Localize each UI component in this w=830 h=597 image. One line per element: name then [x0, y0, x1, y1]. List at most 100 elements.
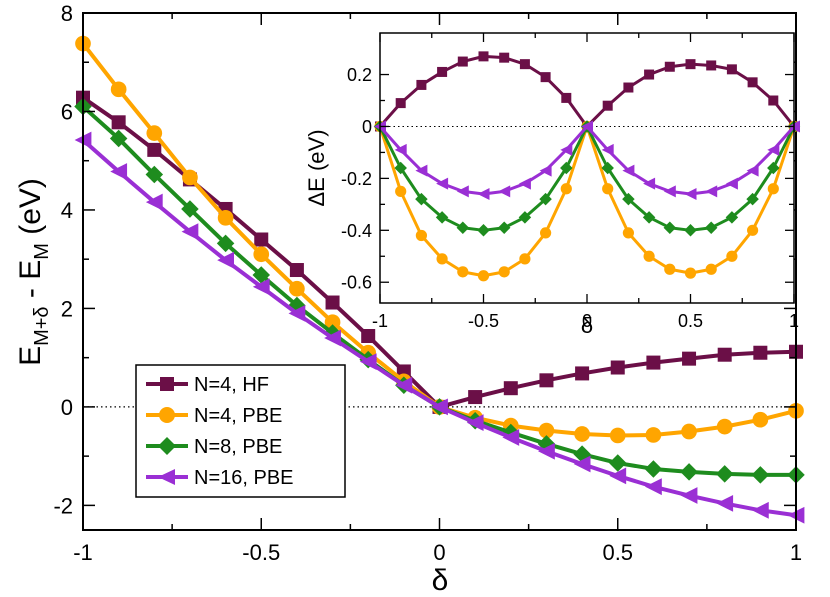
inset-point-n-4-hf [416, 79, 427, 90]
main-point-n-16-pbe [751, 501, 769, 519]
inset-point-n-16-pbe [436, 177, 449, 190]
main-point-n-8-pbe [715, 465, 734, 483]
inset-point-n-4-pbe [726, 250, 738, 262]
inset-point-n-4-hf [726, 64, 737, 75]
main-x-tick-label: 0.5 [602, 540, 633, 565]
main-y-tick-label: 2 [61, 296, 73, 321]
main-point-n-8-pbe [216, 234, 235, 253]
inset-point-n-16-pbe [705, 185, 718, 198]
inset-point-n-4-hf [561, 92, 572, 103]
inset-point-n-4-pbe [643, 250, 655, 262]
main-point-n-16-pbe [431, 398, 448, 416]
inset-point-n-4-hf [768, 95, 779, 106]
inset-point-n-4-pbe [767, 183, 779, 195]
main-point-n-4-hf [575, 366, 590, 381]
inset-point-n-8-pbe [518, 211, 532, 224]
inset-point-n-16-pbe [643, 177, 656, 190]
inset-point-n-4-pbe [436, 253, 448, 265]
main-y-axis-label: EM+δ - EM (eV) [14, 178, 53, 366]
inset-point-n-4-hf [685, 59, 696, 70]
main-point-n-4-hf [646, 355, 661, 370]
inset-x-tick-label: -0.5 [468, 311, 499, 331]
main-y-tick-label: 6 [61, 99, 73, 124]
inset-y-tick-label: -0.6 [341, 273, 372, 293]
main-point-n-16-pbe [110, 163, 128, 180]
legend-entry-n8-pbe: N=8, PBE [146, 436, 282, 458]
inset-point-n-16-pbe [746, 164, 759, 177]
inset-plot: -1 -0.5 0 0.5 1 0.2 0 -0.2 -0.4 -0.6 ΔE (eV) δ [304, 32, 801, 338]
legend-marker-n8-pbe [158, 437, 176, 455]
main-y-tick-label: -2 [53, 493, 73, 518]
inset-point-n-8-pbe [456, 221, 470, 234]
main-point-n-4-hf [361, 329, 376, 344]
main-point-n-16-pbe [645, 478, 662, 496]
main-point-n-4-pbe [324, 314, 341, 331]
legend-entry-n16-pbe: N=16, PBE [146, 467, 294, 489]
inset-background [380, 33, 794, 303]
inset-point-n-16-pbe [498, 185, 511, 198]
inset-point-n-8-pbe [394, 161, 407, 175]
inset-point-n-8-pbe [539, 192, 552, 206]
main-point-n-4-hf [539, 373, 554, 388]
legend: N=4, HF N=4, PBE N=8, PBE N=16, PBE [135, 364, 346, 498]
inset-point-n-4-pbe [622, 227, 635, 239]
inset-y-tick-label: 0.2 [347, 65, 372, 85]
inset-point-n-16-pbe [477, 187, 490, 200]
main-point-n-4-pbe [289, 280, 305, 297]
inset-point-n-4-hf [664, 61, 675, 72]
main-point-n-8-pbe [109, 129, 128, 148]
main-point-n-4-pbe [609, 427, 626, 444]
inset-point-n-4-pbe [705, 263, 717, 275]
inset-point-n-4-hf [395, 98, 406, 109]
inset-y-tick-label: -0.2 [341, 169, 372, 189]
inset-point-n-4-pbe [498, 266, 510, 278]
main-point-n-4-hf [717, 347, 732, 362]
inset-point-n-8-pbe [767, 161, 780, 175]
inset-y-tick-label: 0 [362, 117, 372, 137]
main-x-tick-label: 0 [433, 540, 445, 565]
main-point-n-8-pbe [252, 266, 270, 284]
main-point-n-16-pbe [680, 487, 698, 504]
main-point-n-4-hf [111, 115, 126, 130]
inset-point-n-4-hf [747, 77, 758, 88]
main-point-n-16-pbe [573, 455, 591, 473]
main-point-n-4-hf [682, 351, 697, 366]
inset-point-n-4-pbe [560, 183, 572, 195]
inset-point-n-8-pbe [601, 161, 614, 175]
inset-point-n-8-pbe [415, 192, 428, 206]
inset-point-n-16-pbe [581, 120, 593, 133]
main-point-n-4-hf [289, 263, 304, 278]
main-point-n-4-pbe [253, 246, 270, 263]
legend-label-n4-pbe: N=4, PBE [194, 405, 282, 427]
main-point-n-16-pbe [716, 495, 734, 512]
inset-point-n-4-pbe [602, 183, 614, 195]
inset-point-n-8-pbe [560, 161, 573, 175]
main-point-n-4-pbe [681, 423, 697, 440]
inset-x-tick-label: 0 [582, 311, 592, 331]
inset-point-n-4-pbe [684, 267, 697, 279]
legend-marker-n4-pbe [159, 407, 175, 423]
main-point-n-16-pbe [502, 429, 520, 446]
main-point-n-4-hf [503, 381, 518, 396]
inset-point-n-4-hf [478, 51, 489, 62]
main-point-n-16-pbe [324, 329, 341, 347]
main-point-n-16-pbe [359, 353, 377, 371]
main-y-tick-label: 4 [61, 198, 73, 223]
inset-point-n-8-pbe [477, 224, 490, 237]
main-point-n-4-pbe [538, 422, 555, 439]
inset-point-n-8-pbe [642, 211, 656, 224]
inset-point-n-16-pbe [394, 143, 407, 156]
main-point-n-4-pbe [574, 426, 590, 442]
main-x-axis-label: δ [432, 564, 449, 597]
main-y-tick-label: 0 [61, 395, 73, 420]
main-point-n-4-hf [468, 390, 483, 405]
inset-point-n-4-hf [519, 59, 530, 70]
inset-ticks-group: -1 -0.5 0 0.5 1 0.2 0 -0.2 -0.4 -0.6 [341, 33, 799, 331]
inset-point-n-4-pbe [415, 229, 427, 242]
inset-point-n-4-pbe [664, 263, 676, 275]
inset-point-n-4-pbe [747, 224, 759, 236]
inset-x-tick-label: 0.5 [678, 311, 703, 331]
inset-point-n-16-pbe [622, 164, 635, 177]
main-point-n-16-pbe [609, 467, 627, 485]
